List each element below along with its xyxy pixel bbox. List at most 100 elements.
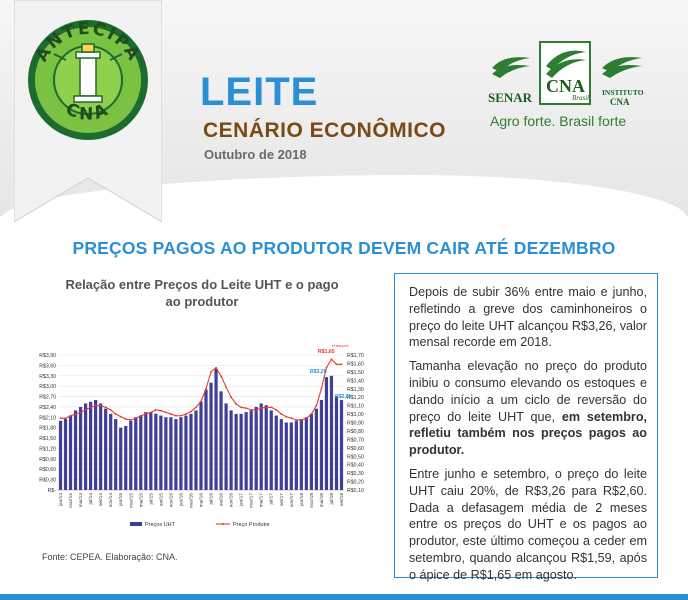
y-left-tick-label: R$- bbox=[48, 488, 57, 494]
bar bbox=[174, 419, 178, 490]
x-tick-label: jan/16 bbox=[178, 493, 184, 507]
line-point bbox=[149, 411, 152, 414]
y-right-tick-label: R$1,60 bbox=[347, 361, 364, 367]
bar bbox=[274, 415, 278, 490]
bar bbox=[83, 403, 88, 490]
annotation-3-26: R$3,26 bbox=[310, 369, 327, 375]
bar bbox=[129, 420, 133, 490]
line-point bbox=[220, 375, 222, 377]
line-point bbox=[84, 408, 87, 411]
bar bbox=[169, 417, 173, 490]
bar bbox=[329, 375, 334, 490]
x-tick-label: mar/15 bbox=[128, 493, 134, 508]
y-left-tick-label: R$3,90 bbox=[39, 353, 56, 359]
x-tick-label: jul/17 bbox=[269, 493, 275, 506]
line-point bbox=[265, 406, 268, 409]
bar bbox=[109, 413, 113, 490]
line-point bbox=[159, 409, 162, 412]
tagline: Agro forte. Brasil forte bbox=[490, 113, 627, 129]
y-right-tick-label: R$1,50 bbox=[347, 370, 364, 376]
bar bbox=[179, 417, 183, 490]
bar bbox=[324, 377, 329, 490]
paragraph-2-text: Tamanha elevação no preço do produto ini… bbox=[409, 359, 647, 424]
bar bbox=[209, 382, 213, 490]
bar bbox=[164, 417, 168, 490]
y-right-tick-label: R$1,40 bbox=[347, 378, 364, 384]
bar bbox=[159, 415, 163, 490]
x-tick-label: mar/16 bbox=[188, 493, 194, 508]
y-right-tick-label: R$0,90 bbox=[347, 421, 364, 427]
x-tick-label: mai/17 bbox=[259, 493, 265, 508]
bar bbox=[304, 417, 308, 490]
y-right-tick-label: R$1,70 bbox=[347, 353, 364, 359]
line-point bbox=[295, 419, 298, 421]
line-point bbox=[109, 408, 112, 411]
legend-label-produtor: Preço Produtor bbox=[233, 522, 270, 528]
bar bbox=[244, 412, 248, 490]
paragraph-1: Depois de subir 36% entre maio e junho, … bbox=[409, 285, 647, 350]
x-tick-label: mar/18 bbox=[309, 493, 315, 508]
line-point bbox=[94, 404, 97, 407]
x-tick-label: nov/17 bbox=[289, 493, 295, 508]
y-right-tick-label: R$0,50 bbox=[347, 454, 364, 460]
line-point bbox=[164, 411, 167, 414]
bar bbox=[334, 396, 339, 490]
line-point bbox=[330, 358, 333, 361]
y-left-tick-label: R$2,10 bbox=[39, 415, 56, 421]
bar bbox=[119, 427, 123, 490]
x-tick-label: jul/15 bbox=[148, 493, 154, 506]
paragraph-2: Tamanha elevação no preço do produto ini… bbox=[409, 358, 647, 459]
bar bbox=[78, 406, 83, 490]
x-tick-label: mar/17 bbox=[249, 493, 255, 508]
line-point bbox=[129, 419, 132, 421]
x-tick-label: mar/14 bbox=[68, 493, 74, 508]
x-tick-label: nov/15 bbox=[168, 493, 174, 508]
bar bbox=[139, 415, 143, 490]
bar bbox=[149, 412, 153, 490]
bar bbox=[194, 410, 198, 490]
bar bbox=[249, 410, 253, 490]
bar bbox=[104, 408, 108, 490]
bar bbox=[299, 419, 303, 490]
x-tick-label: jul/16 bbox=[209, 493, 215, 506]
bar bbox=[204, 389, 208, 490]
y-left-tick-label: R$3,00 bbox=[39, 384, 56, 390]
y-left-tick-label: R$1,80 bbox=[39, 426, 56, 432]
line-point bbox=[260, 407, 263, 410]
price-chart: R$3,90 R$3,60 R$3,30 R$3,00 R$2,70 R$2,40 R$2,… bbox=[39, 345, 364, 528]
chart-title: Relação entre Preços do Leite UHT e o pa… bbox=[42, 276, 362, 310]
senar-logo: SENAR bbox=[488, 57, 533, 105]
y-right-tick-label: R$1,20 bbox=[347, 395, 364, 401]
bar bbox=[184, 415, 188, 490]
y-right-tick-label: R$0,70 bbox=[347, 437, 364, 443]
line-point bbox=[124, 418, 127, 421]
x-tick-label: jan/14 bbox=[58, 493, 64, 507]
line-point bbox=[275, 408, 278, 411]
legend-swatch-uht bbox=[130, 522, 142, 526]
line-point bbox=[119, 415, 122, 418]
instituto-cna-logo: INSTITUTO CNA bbox=[602, 57, 644, 107]
annotation-2-60: R$2,60 bbox=[335, 394, 352, 400]
y-right-tick-label: R$1,30 bbox=[347, 387, 364, 393]
chart-source: Fonte: CEPEA. Elaboração: CNA. bbox=[42, 552, 178, 562]
x-tick-label: jul/18 bbox=[329, 493, 335, 506]
bar bbox=[124, 425, 128, 490]
y-right-tick-label: R$0,40 bbox=[347, 463, 364, 469]
line-point bbox=[255, 408, 258, 411]
bar bbox=[58, 420, 63, 490]
line-point bbox=[215, 366, 217, 369]
line-point bbox=[190, 410, 192, 413]
bar bbox=[73, 410, 78, 490]
y-left-tick-label: R$0,30 bbox=[39, 478, 56, 484]
bar bbox=[214, 368, 218, 490]
legend-label-uht: Preços UHT bbox=[145, 522, 176, 528]
line-point bbox=[340, 363, 343, 366]
footer-bar bbox=[0, 594, 688, 600]
line-point bbox=[335, 363, 338, 366]
y-left-tick-label: R$1,50 bbox=[39, 436, 56, 442]
line-point bbox=[139, 414, 142, 417]
line-point bbox=[290, 417, 293, 420]
paragraph-2-highlight: em setembro, refletiu também nos preços … bbox=[409, 409, 648, 458]
y-left-tick-label: R$2,40 bbox=[39, 405, 56, 411]
line-point bbox=[225, 386, 227, 388]
